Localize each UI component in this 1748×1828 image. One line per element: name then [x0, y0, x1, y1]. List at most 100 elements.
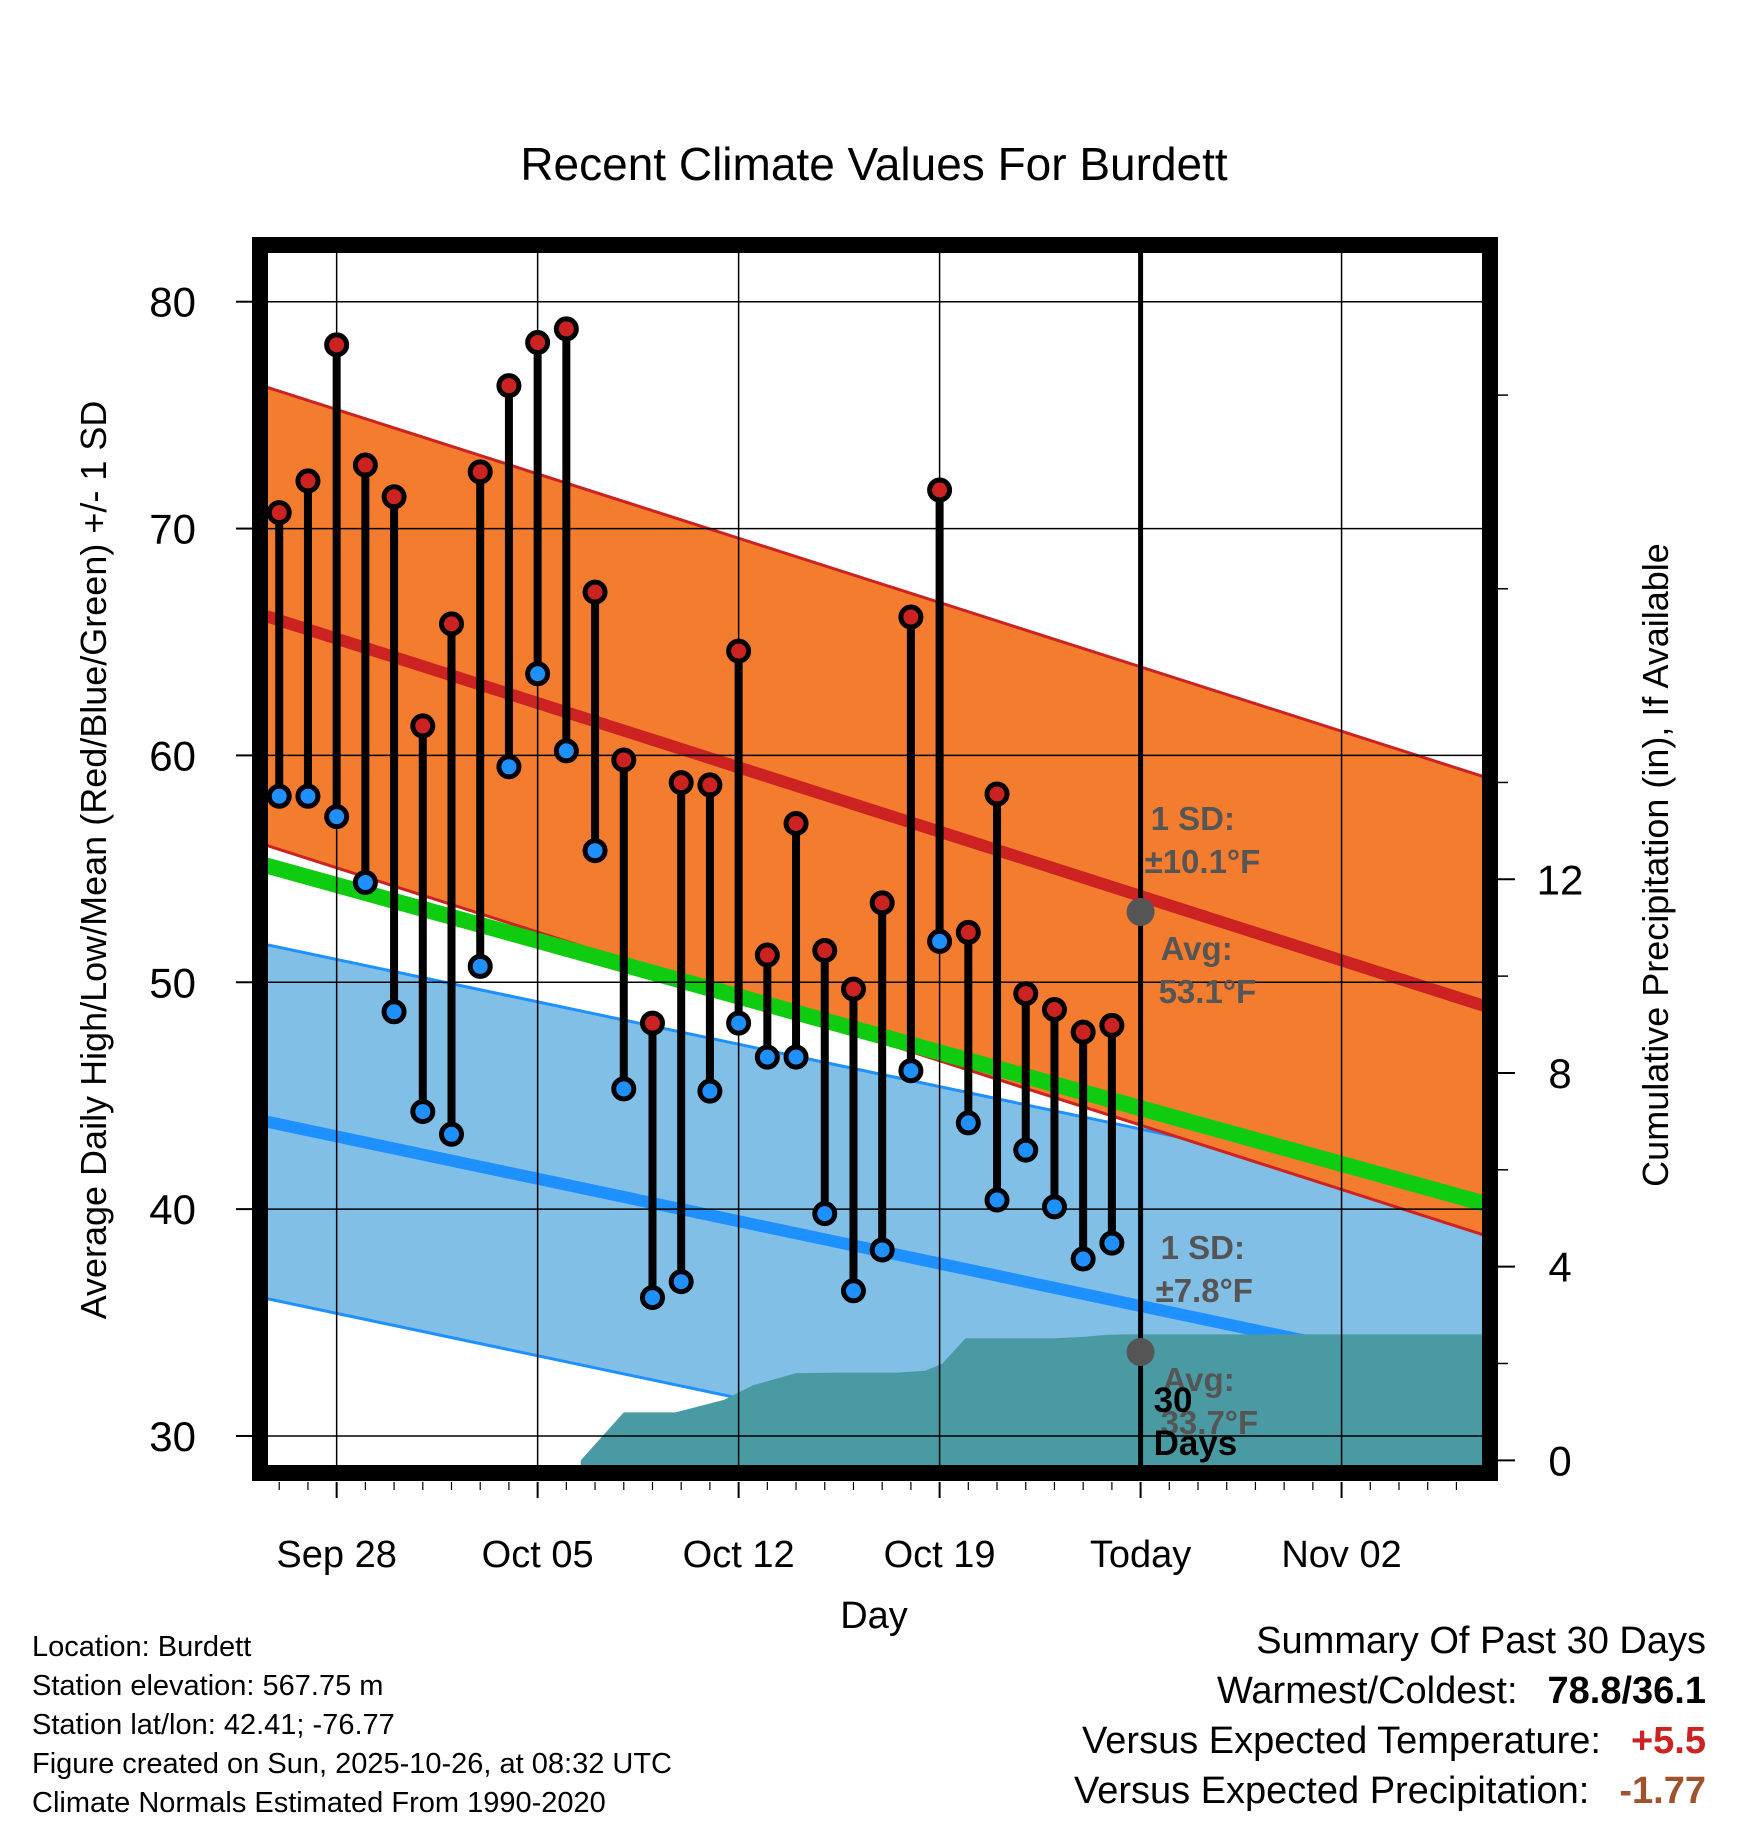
low-point-19 [812, 1201, 838, 1227]
low-point-20 [840, 1278, 866, 1304]
high-point-12 [611, 747, 637, 773]
high-point-13 [639, 1010, 665, 1036]
low-point-12 [611, 1076, 637, 1102]
low-point-6 [438, 1121, 464, 1147]
high-point-25 [984, 781, 1010, 807]
high-point-26 [1013, 981, 1039, 1007]
low-point-29 [1099, 1230, 1125, 1256]
chart-title: Recent Climate Values For Burdett [520, 138, 1228, 190]
y-axis-label: Average Daily High/Low/Mean (Red/Blue/Gr… [73, 401, 114, 1320]
high-point-10 [553, 316, 579, 342]
high-point-28 [1070, 1019, 1096, 1045]
latlon-text: Station lat/lon: 42.41; -76.77 [32, 1709, 395, 1741]
y-tick-label-3: 60 [149, 732, 196, 779]
summary-panel: Summary Of Past 30 Days Warmest/Coldest:… [1074, 1616, 1706, 1816]
location-text: Location: Burdett [32, 1631, 252, 1663]
high-point-9 [525, 330, 551, 356]
x-tick-label-2: Oct 12 [683, 1534, 795, 1576]
high-point-27 [1041, 996, 1067, 1022]
x-tick-label-5: Nov 02 [1281, 1534, 1401, 1576]
high-point-18 [783, 810, 809, 836]
low-point-8 [496, 754, 522, 780]
y2-tick-label-3: 12 [1537, 856, 1584, 903]
low-point-11 [582, 838, 608, 864]
mean-normal-line [262, 856, 1488, 1213]
high-point-5 [410, 713, 436, 739]
low-point-9 [525, 661, 551, 687]
high-point-29 [1099, 1012, 1125, 1038]
x-tick-label-3: Oct 19 [884, 1534, 996, 1576]
x-axis-label: Day [840, 1595, 908, 1637]
low-sd-value: ±7.8°F [1156, 1272, 1253, 1309]
precip-value: -1.77 [1619, 1770, 1706, 1812]
warmest-coldest-value: 78.8/36.1 [1547, 1670, 1706, 1712]
high-point-2 [324, 332, 350, 358]
low-point-14 [668, 1269, 694, 1295]
temp-label: Versus Expected Temperature: [1082, 1720, 1601, 1762]
high-sd-value: ±10.1°F [1145, 843, 1261, 880]
high-point-0 [266, 500, 292, 526]
low-point-13 [639, 1285, 665, 1311]
low-point-24 [955, 1110, 981, 1136]
x-tick-label-4: Today [1090, 1534, 1191, 1576]
summary-precip: Versus Expected Precipitation: -1.77 [1074, 1766, 1706, 1816]
low-point-3 [352, 869, 378, 895]
high-point-23 [927, 477, 953, 503]
today-high-avg-marker [1126, 897, 1155, 926]
x-tick-label-0: Sep 28 [276, 1534, 396, 1576]
y2-tick-label-0: 0 [1548, 1437, 1571, 1484]
high-point-20 [840, 976, 866, 1002]
y-tick-label-0: 30 [149, 1413, 196, 1460]
low-point-10 [553, 738, 579, 764]
low-point-28 [1070, 1246, 1096, 1272]
high-point-22 [898, 604, 924, 630]
y-tick-label-4: 70 [149, 506, 196, 553]
plot-frame [252, 237, 1498, 1481]
high-point-19 [812, 938, 838, 964]
low-sd-label: 1 SD: [1161, 1229, 1245, 1266]
high-point-24 [955, 919, 981, 945]
y-tick-label-2: 50 [149, 959, 196, 1006]
y2-tick-label-1: 4 [1548, 1244, 1571, 1291]
high-point-15 [697, 772, 723, 798]
elevation-text: Station elevation: 567.75 m [32, 1670, 384, 1702]
low-point-27 [1041, 1194, 1067, 1220]
low-point-21 [869, 1237, 895, 1263]
low-point-17 [754, 1044, 780, 1070]
low-point-7 [467, 953, 493, 979]
high-point-21 [869, 890, 895, 916]
low-point-2 [324, 804, 350, 830]
precip-days-count: 30 [1154, 1381, 1193, 1420]
high-point-8 [496, 373, 522, 399]
high-sd-label: 1 SD: [1151, 800, 1235, 837]
created-text: Figure created on Sun, 2025-10-26, at 08… [32, 1748, 672, 1780]
temp-value: +5.5 [1630, 1720, 1706, 1762]
low-point-18 [783, 1044, 809, 1070]
low-avg-label: Avg: [1163, 1361, 1235, 1398]
high-avg-label: Avg: [1161, 930, 1233, 967]
high-point-14 [668, 770, 694, 796]
low-point-5 [410, 1099, 436, 1125]
summary-warmest-coldest: Warmest/Coldest: 78.8/36.1 [1074, 1666, 1706, 1716]
high-avg-value: 53.1°F [1159, 973, 1257, 1010]
summary-temp: Versus Expected Temperature: +5.5 [1074, 1716, 1706, 1766]
high-point-17 [754, 942, 780, 968]
low-point-25 [984, 1187, 1010, 1213]
high-point-11 [582, 579, 608, 605]
station-metadata: Location: Burdett Station elevation: 567… [32, 1628, 672, 1823]
high-point-1 [295, 468, 321, 494]
high-normal-upper-sd-line [262, 384, 1488, 780]
y2-tick-label-2: 8 [1548, 1050, 1571, 1097]
low-point-22 [898, 1058, 924, 1084]
high-point-3 [352, 452, 378, 478]
low-point-15 [697, 1078, 723, 1104]
high-point-4 [381, 484, 407, 510]
precip-days-label: Days [1154, 1424, 1238, 1463]
warmest-coldest-label: Warmest/Coldest: [1216, 1670, 1518, 1712]
normals-text: Climate Normals Estimated From 1990-2020 [32, 1787, 606, 1819]
y-tick-label-1: 40 [149, 1186, 196, 1233]
y-tick-label-5: 80 [149, 279, 196, 326]
today-low-avg-marker [1126, 1338, 1155, 1367]
high-point-6 [438, 611, 464, 637]
precip-label: Versus Expected Precipitation: [1073, 1770, 1590, 1812]
